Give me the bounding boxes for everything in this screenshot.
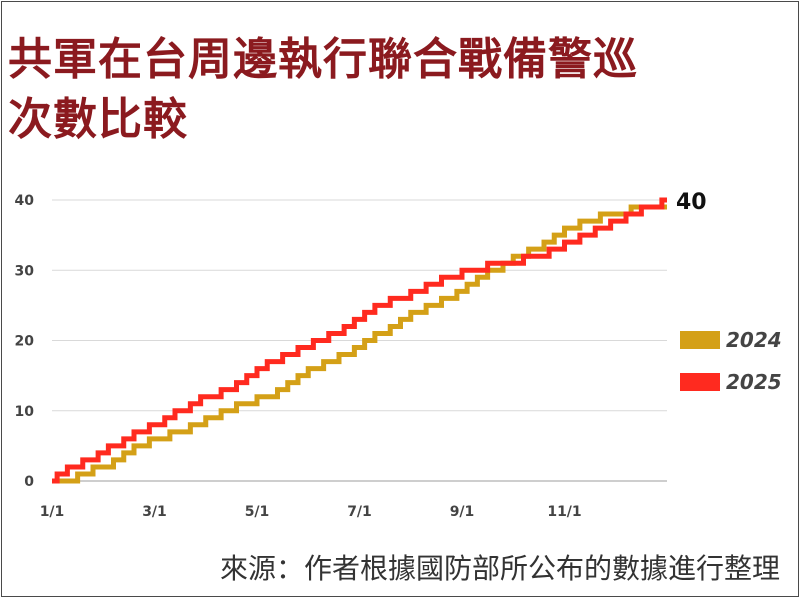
legend-swatch-2025 bbox=[680, 373, 720, 391]
legend: 2024 2025 bbox=[680, 328, 782, 394]
x-tick-label-0: 1/1 bbox=[40, 504, 65, 520]
legend-swatch-2024 bbox=[680, 331, 720, 349]
x-tick-label-2: 5/1 bbox=[245, 504, 270, 520]
x-tick-label-4: 9/1 bbox=[450, 504, 475, 520]
end-value-label: 40 bbox=[676, 190, 707, 215]
x-tick-label-5: 11/1 bbox=[547, 504, 581, 520]
x-tick-label-3: 7/1 bbox=[347, 504, 372, 520]
y-tick-label-40: 40 bbox=[15, 193, 35, 209]
legend-label-2024: 2024 bbox=[726, 328, 782, 352]
page-title: 共軍在台周邊執行聯合戰備警巡 次數比較 bbox=[8, 30, 788, 150]
y-tick-label-30: 30 bbox=[15, 263, 35, 279]
series-lines bbox=[52, 197, 667, 484]
y-tick-label-20: 20 bbox=[15, 334, 35, 350]
x-axis-ticks: 1/1 3/1 5/1 7/1 9/1 11/1 bbox=[40, 504, 582, 520]
series-line-2025 bbox=[52, 197, 667, 484]
y-tick-label-0: 0 bbox=[24, 474, 34, 490]
gridlines bbox=[52, 199, 667, 482]
x-tick-label-1: 3/1 bbox=[142, 504, 167, 520]
y-axis-ticks: 0 10 20 30 40 bbox=[15, 193, 35, 490]
title-line-2: 次數比較 bbox=[8, 94, 188, 145]
y-tick-label-10: 10 bbox=[15, 404, 35, 420]
series-line-2024 bbox=[52, 204, 667, 484]
source-note: 來源：作者根據國防部所公布的數據進行整理 bbox=[219, 552, 780, 585]
legend-label-2025: 2025 bbox=[726, 370, 782, 394]
title-line-1: 共軍在台周邊執行聯合戰備警巡 bbox=[8, 34, 638, 85]
